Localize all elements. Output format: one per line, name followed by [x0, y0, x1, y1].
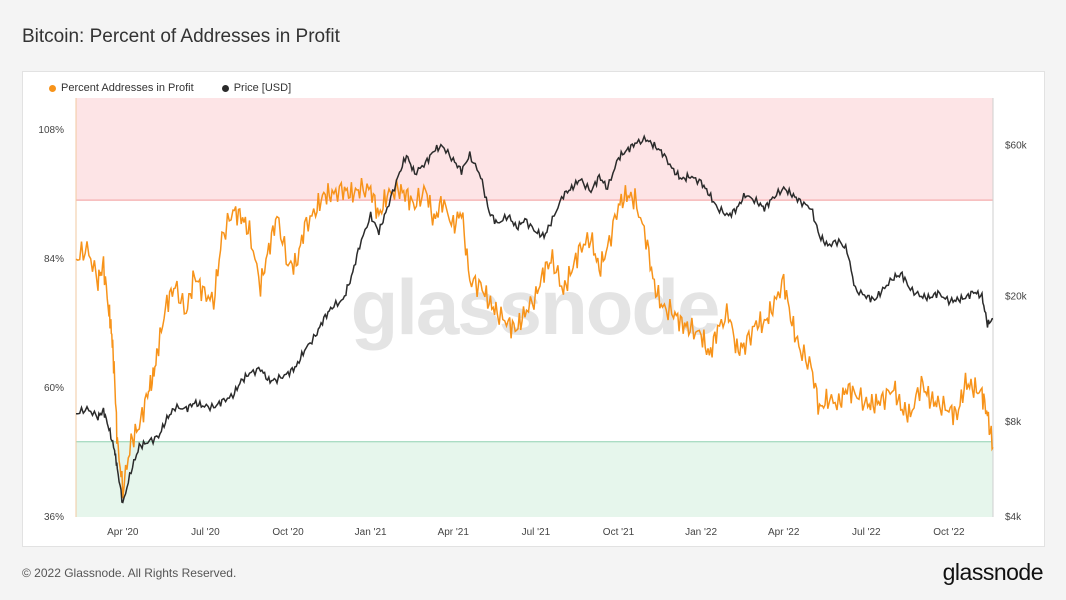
x-tick-label: Apr '22: [768, 527, 800, 538]
watermark-text: glassnode: [351, 263, 719, 351]
x-tick-label: Apr '21: [438, 527, 470, 538]
left-axis-ticks: 36% 60% 84% 108%: [38, 125, 64, 523]
right-tick-label: $8k: [1005, 417, 1022, 428]
page-title: Bitcoin: Percent of Addresses in Profit: [22, 26, 340, 47]
right-tick-label: $60k: [1005, 141, 1028, 152]
x-tick-label: Jul '22: [852, 527, 881, 538]
copyright-text: © 2022 Glassnode. All Rights Reserved.: [22, 566, 237, 580]
right-tick-label: $20k: [1005, 291, 1028, 302]
x-tick-label: Oct '20: [272, 527, 304, 538]
x-tick-label: Jan '21: [355, 527, 387, 538]
right-axis-ticks: $4k $8k $20k $60k: [1005, 141, 1028, 523]
left-tick-label: 36%: [44, 512, 64, 523]
upper-band: [76, 98, 993, 201]
legend-item-profit[interactable]: Percent Addresses in Profit: [49, 82, 194, 94]
right-tick-label: $4k: [1005, 512, 1022, 523]
left-tick-label: 108%: [38, 125, 64, 136]
x-tick-label: Apr '20: [107, 527, 139, 538]
x-axis-ticks: Apr '20 Jul '20 Oct '20 Jan '21 Apr '21 Jul '…: [107, 527, 965, 538]
chart-panel: Percent Addresses in Profit Price [USD] …: [22, 71, 1045, 547]
chart-svg: glassnode 36% 60% 84% 108% $4k $8k $20k $60k A…: [38, 98, 1028, 538]
profit-series-line[interactable]: [75, 177, 994, 499]
x-tick-label: Jan '22: [685, 527, 717, 538]
left-tick-label: 60%: [44, 383, 64, 394]
chart-legend: Percent Addresses in Profit Price [USD]: [49, 82, 291, 94]
legend-item-price[interactable]: Price [USD]: [221, 82, 292, 94]
glassnode-logo[interactable]: glassnode: [942, 559, 1044, 585]
lower-band: [76, 441, 993, 517]
price-series-line[interactable]: [75, 134, 994, 504]
x-tick-label: Oct '22: [933, 527, 965, 538]
left-tick-label: 84%: [44, 254, 64, 265]
legend-dot-price: [221, 84, 229, 92]
legend-label-price: Price [USD]: [233, 82, 292, 94]
x-tick-label: Jul '21: [522, 527, 551, 538]
legend-label-profit: Percent Addresses in Profit: [61, 82, 194, 94]
legend-dot-profit: [49, 84, 56, 92]
x-tick-label: Oct '21: [603, 527, 635, 538]
x-tick-label: Jul '20: [191, 527, 220, 538]
